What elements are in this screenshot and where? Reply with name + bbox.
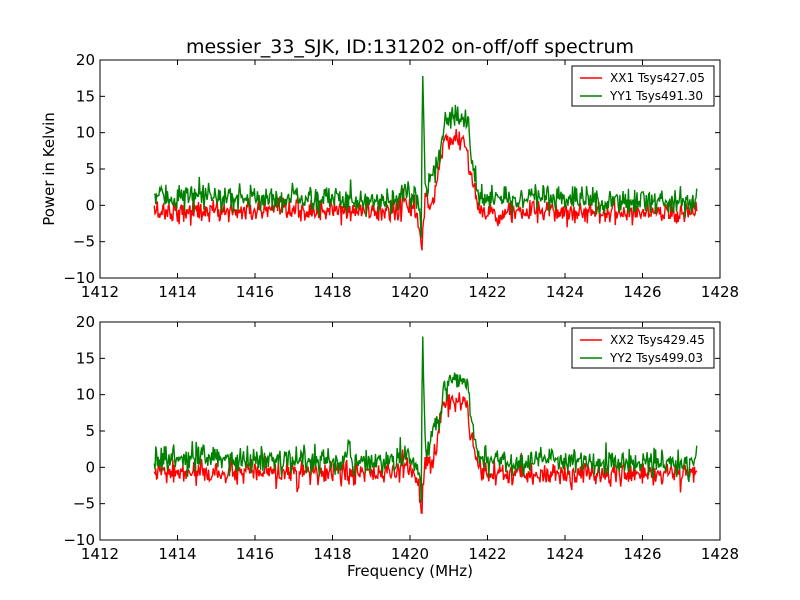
series-line-xx1 [153,128,698,251]
y-tick-label: 15 [76,87,95,105]
y-tick-label: −5 [73,495,95,513]
legend-box [571,65,715,107]
legend-entry: YY2 Tsys499.03 [609,351,703,365]
y-axis-label: Power in Kelvin [40,112,58,226]
x-tick-label: 1428 [701,545,739,563]
x-tick-label: 1426 [623,283,661,301]
x-tick-label: 1422 [468,545,506,563]
series-line-yy2 [153,336,698,503]
x-tick-label: 1412 [81,283,119,301]
x-tick-label: 1416 [236,283,274,301]
y-tick-label: 15 [76,349,95,367]
x-tick-label: 1412 [81,545,119,563]
y-tick-label: −10 [63,531,95,549]
chart-title: messier_33_SJK, ID:131202 on-off/off spe… [186,36,634,58]
y-tick-label: −5 [73,233,95,251]
x-tick-label: 1426 [623,545,661,563]
y-tick-label: 10 [76,386,95,404]
y-tick-label: 0 [85,458,95,476]
y-tick-label: 0 [85,196,95,214]
x-tick-label: 1428 [701,283,739,301]
legend-box [571,327,715,369]
x-axis-label: Frequency (MHz) [347,562,473,580]
x-tick-label: 1418 [313,283,351,301]
legend-entry: YY1 Tsys491.30 [609,89,703,103]
legend-entry: XX2 Tsys429.45 [610,333,705,347]
x-tick-label: 1424 [546,283,584,301]
x-tick-label: 1414 [158,545,196,563]
spectrum-panel-2: 1412 1414 1416 1418 1420 1422 1424 1426 1428 −10 −… [63,313,739,580]
series-line-yy1 [153,75,698,239]
spectrum-panel-1: 1412 1414 1416 1418 1420 1422 1424 1426 1428 −10 −… [40,51,739,301]
legend: XX1 Tsys427.05 YY1 Tsys491.30 [571,65,715,107]
legend: XX2 Tsys429.45 YY2 Tsys499.03 [571,327,715,369]
y-tick-label: 5 [85,160,95,178]
y-tick-label: 20 [76,51,95,69]
x-tick-label: 1416 [236,545,274,563]
x-tick-label: 1424 [546,545,584,563]
series-line-xx2 [153,392,698,515]
y-tick-label: 20 [76,313,95,331]
y-tick-label: 10 [76,124,95,142]
x-tick-label: 1418 [313,545,351,563]
x-tick-label: 1420 [391,545,429,563]
series-group [153,336,698,515]
x-tick-label: 1420 [391,283,429,301]
series-group [153,75,698,251]
x-tick-label: 1422 [468,283,506,301]
x-tick-label: 1414 [158,283,196,301]
y-tick-label: −10 [63,269,95,287]
y-tick-label: 5 [85,422,95,440]
legend-entry: XX1 Tsys427.05 [610,71,705,85]
